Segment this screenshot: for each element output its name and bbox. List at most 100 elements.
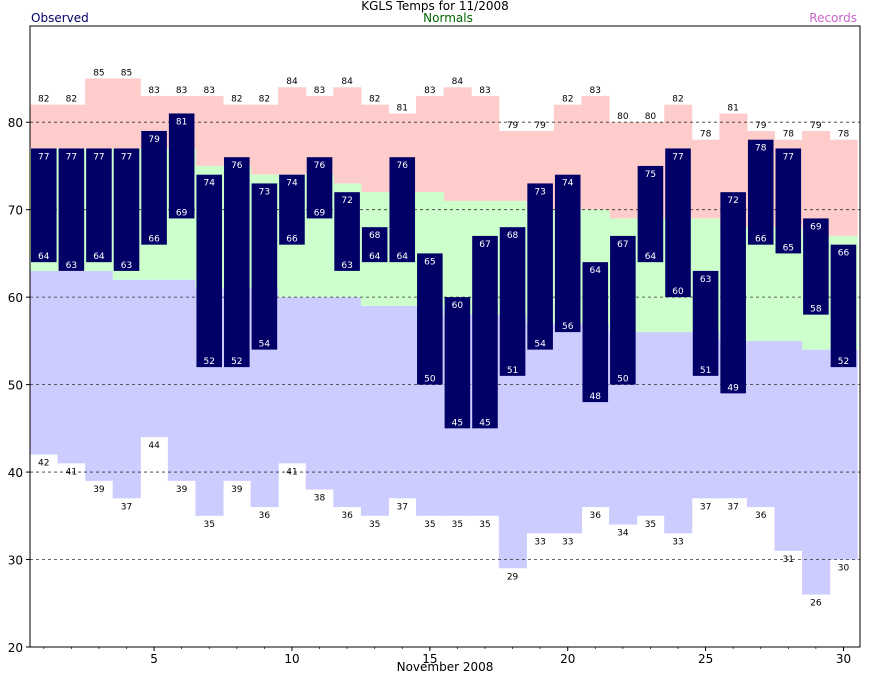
observed-bar bbox=[582, 262, 609, 403]
y-tick-label: 80 bbox=[8, 116, 23, 130]
plot-frame bbox=[29, 25, 861, 648]
legend-observed: Observed bbox=[31, 11, 89, 25]
observed-high-label: 64 bbox=[590, 266, 602, 276]
observed-low-label: 64 bbox=[369, 252, 381, 262]
record-low-label: 36 bbox=[259, 511, 271, 521]
observed-layer bbox=[31, 113, 857, 429]
y-tick-label: 60 bbox=[8, 291, 23, 305]
record-low-label: 38 bbox=[314, 494, 326, 504]
observed-bar bbox=[31, 148, 57, 263]
record-low-label: 35 bbox=[204, 520, 215, 530]
y-tick-label: 50 bbox=[8, 379, 23, 393]
record-high-label: 85 bbox=[93, 68, 104, 78]
x-tick-label: 20 bbox=[560, 652, 575, 666]
record-low-label: 44 bbox=[148, 441, 160, 451]
observed-low-label: 52 bbox=[838, 357, 849, 367]
record-high-label: 82 bbox=[231, 95, 242, 105]
observed-bar bbox=[472, 235, 498, 429]
observed-bar bbox=[279, 174, 305, 245]
observed-low-label: 69 bbox=[314, 208, 326, 218]
record-high-band bbox=[85, 78, 114, 149]
record-low-label: 29 bbox=[507, 572, 519, 582]
record-high-label: 82 bbox=[369, 95, 380, 105]
record-low-band bbox=[774, 340, 803, 551]
record-high-label: 81 bbox=[397, 103, 408, 113]
record-low-band bbox=[746, 340, 776, 508]
x-tick-label: 15 bbox=[422, 652, 437, 666]
record-high-label: 82 bbox=[562, 95, 573, 105]
normal-band bbox=[746, 227, 776, 341]
record-low-band bbox=[829, 349, 858, 560]
observed-bar bbox=[554, 174, 581, 333]
observed-high-label: 67 bbox=[479, 240, 490, 250]
record-high-band bbox=[829, 139, 858, 236]
record-low-band bbox=[388, 305, 417, 499]
record-low-label: 30 bbox=[838, 564, 850, 574]
record-high-label: 83 bbox=[314, 86, 325, 96]
observed-low-label: 64 bbox=[645, 252, 657, 262]
normal-band bbox=[443, 200, 472, 315]
observed-low-label: 51 bbox=[507, 366, 518, 376]
record-high-band bbox=[691, 139, 720, 219]
observed-high-label: 63 bbox=[700, 275, 711, 285]
observed-bar bbox=[830, 244, 857, 368]
record-low-label: 37 bbox=[121, 502, 132, 512]
observed-high-label: 76 bbox=[314, 161, 326, 171]
record-low-label: 35 bbox=[424, 520, 435, 530]
observed-low-label: 63 bbox=[341, 261, 352, 271]
record-low-label: 39 bbox=[93, 485, 105, 495]
observed-low-label: 54 bbox=[534, 340, 546, 350]
observed-low-label: 56 bbox=[562, 322, 574, 332]
observed-bar bbox=[306, 157, 333, 219]
observed-bar bbox=[444, 297, 471, 429]
observed-low-label: 66 bbox=[286, 235, 298, 245]
record-low-band bbox=[30, 270, 59, 455]
observed-high-label: 73 bbox=[534, 187, 545, 197]
record-low-band bbox=[333, 297, 362, 508]
observed-low-label: 69 bbox=[176, 208, 188, 218]
record-low-label: 31 bbox=[783, 555, 794, 565]
record-high-band bbox=[278, 87, 307, 175]
record-low-label: 37 bbox=[397, 502, 408, 512]
data-labels-layer: 77 64 82 42 77 63 82 41 77 64 85 39 77 63 85 37 79 66 83 44… bbox=[38, 68, 849, 608]
observed-bar bbox=[141, 130, 167, 245]
record-high-band bbox=[333, 87, 362, 184]
record-low-label: 26 bbox=[810, 599, 822, 609]
observed-low-label: 52 bbox=[231, 357, 242, 367]
x-tick-label: 5 bbox=[150, 652, 158, 666]
observed-bar bbox=[168, 113, 195, 219]
record-low-label: 37 bbox=[700, 502, 711, 512]
record-high-label: 82 bbox=[38, 95, 49, 105]
record-low-label: 36 bbox=[755, 511, 767, 521]
record-low-label: 36 bbox=[341, 511, 353, 521]
record-high-label: 80 bbox=[645, 112, 657, 122]
observed-low-label: 45 bbox=[479, 418, 490, 428]
observed-high-label: 79 bbox=[148, 135, 160, 145]
record-high-band bbox=[471, 95, 500, 201]
record-high-label: 83 bbox=[590, 86, 601, 96]
observed-bar bbox=[692, 270, 719, 376]
record-high-label: 82 bbox=[672, 95, 683, 105]
record-high-band bbox=[443, 87, 472, 201]
observed-bar bbox=[58, 148, 85, 271]
record-low-band bbox=[526, 323, 555, 534]
observed-high-label: 74 bbox=[562, 179, 574, 189]
observed-bar bbox=[389, 157, 416, 263]
record-high-band bbox=[57, 104, 86, 149]
observed-low-label: 54 bbox=[259, 340, 271, 350]
observed-low-label: 50 bbox=[424, 375, 436, 385]
record-high-label: 79 bbox=[810, 121, 822, 131]
record-low-label: 41 bbox=[66, 467, 77, 477]
record-high-label: 78 bbox=[783, 130, 795, 140]
record-high-band bbox=[360, 104, 389, 193]
record-high-band bbox=[416, 95, 445, 193]
observed-high-label: 69 bbox=[810, 222, 822, 232]
observed-high-label: 77 bbox=[121, 152, 132, 162]
record-low-label: 39 bbox=[231, 485, 243, 495]
record-low-label: 39 bbox=[176, 485, 188, 495]
record-high-label: 82 bbox=[259, 95, 270, 105]
record-low-label: 35 bbox=[479, 520, 490, 530]
observed-high-label: 67 bbox=[617, 240, 628, 250]
observed-bar bbox=[665, 148, 691, 298]
observed-bar bbox=[224, 157, 250, 368]
